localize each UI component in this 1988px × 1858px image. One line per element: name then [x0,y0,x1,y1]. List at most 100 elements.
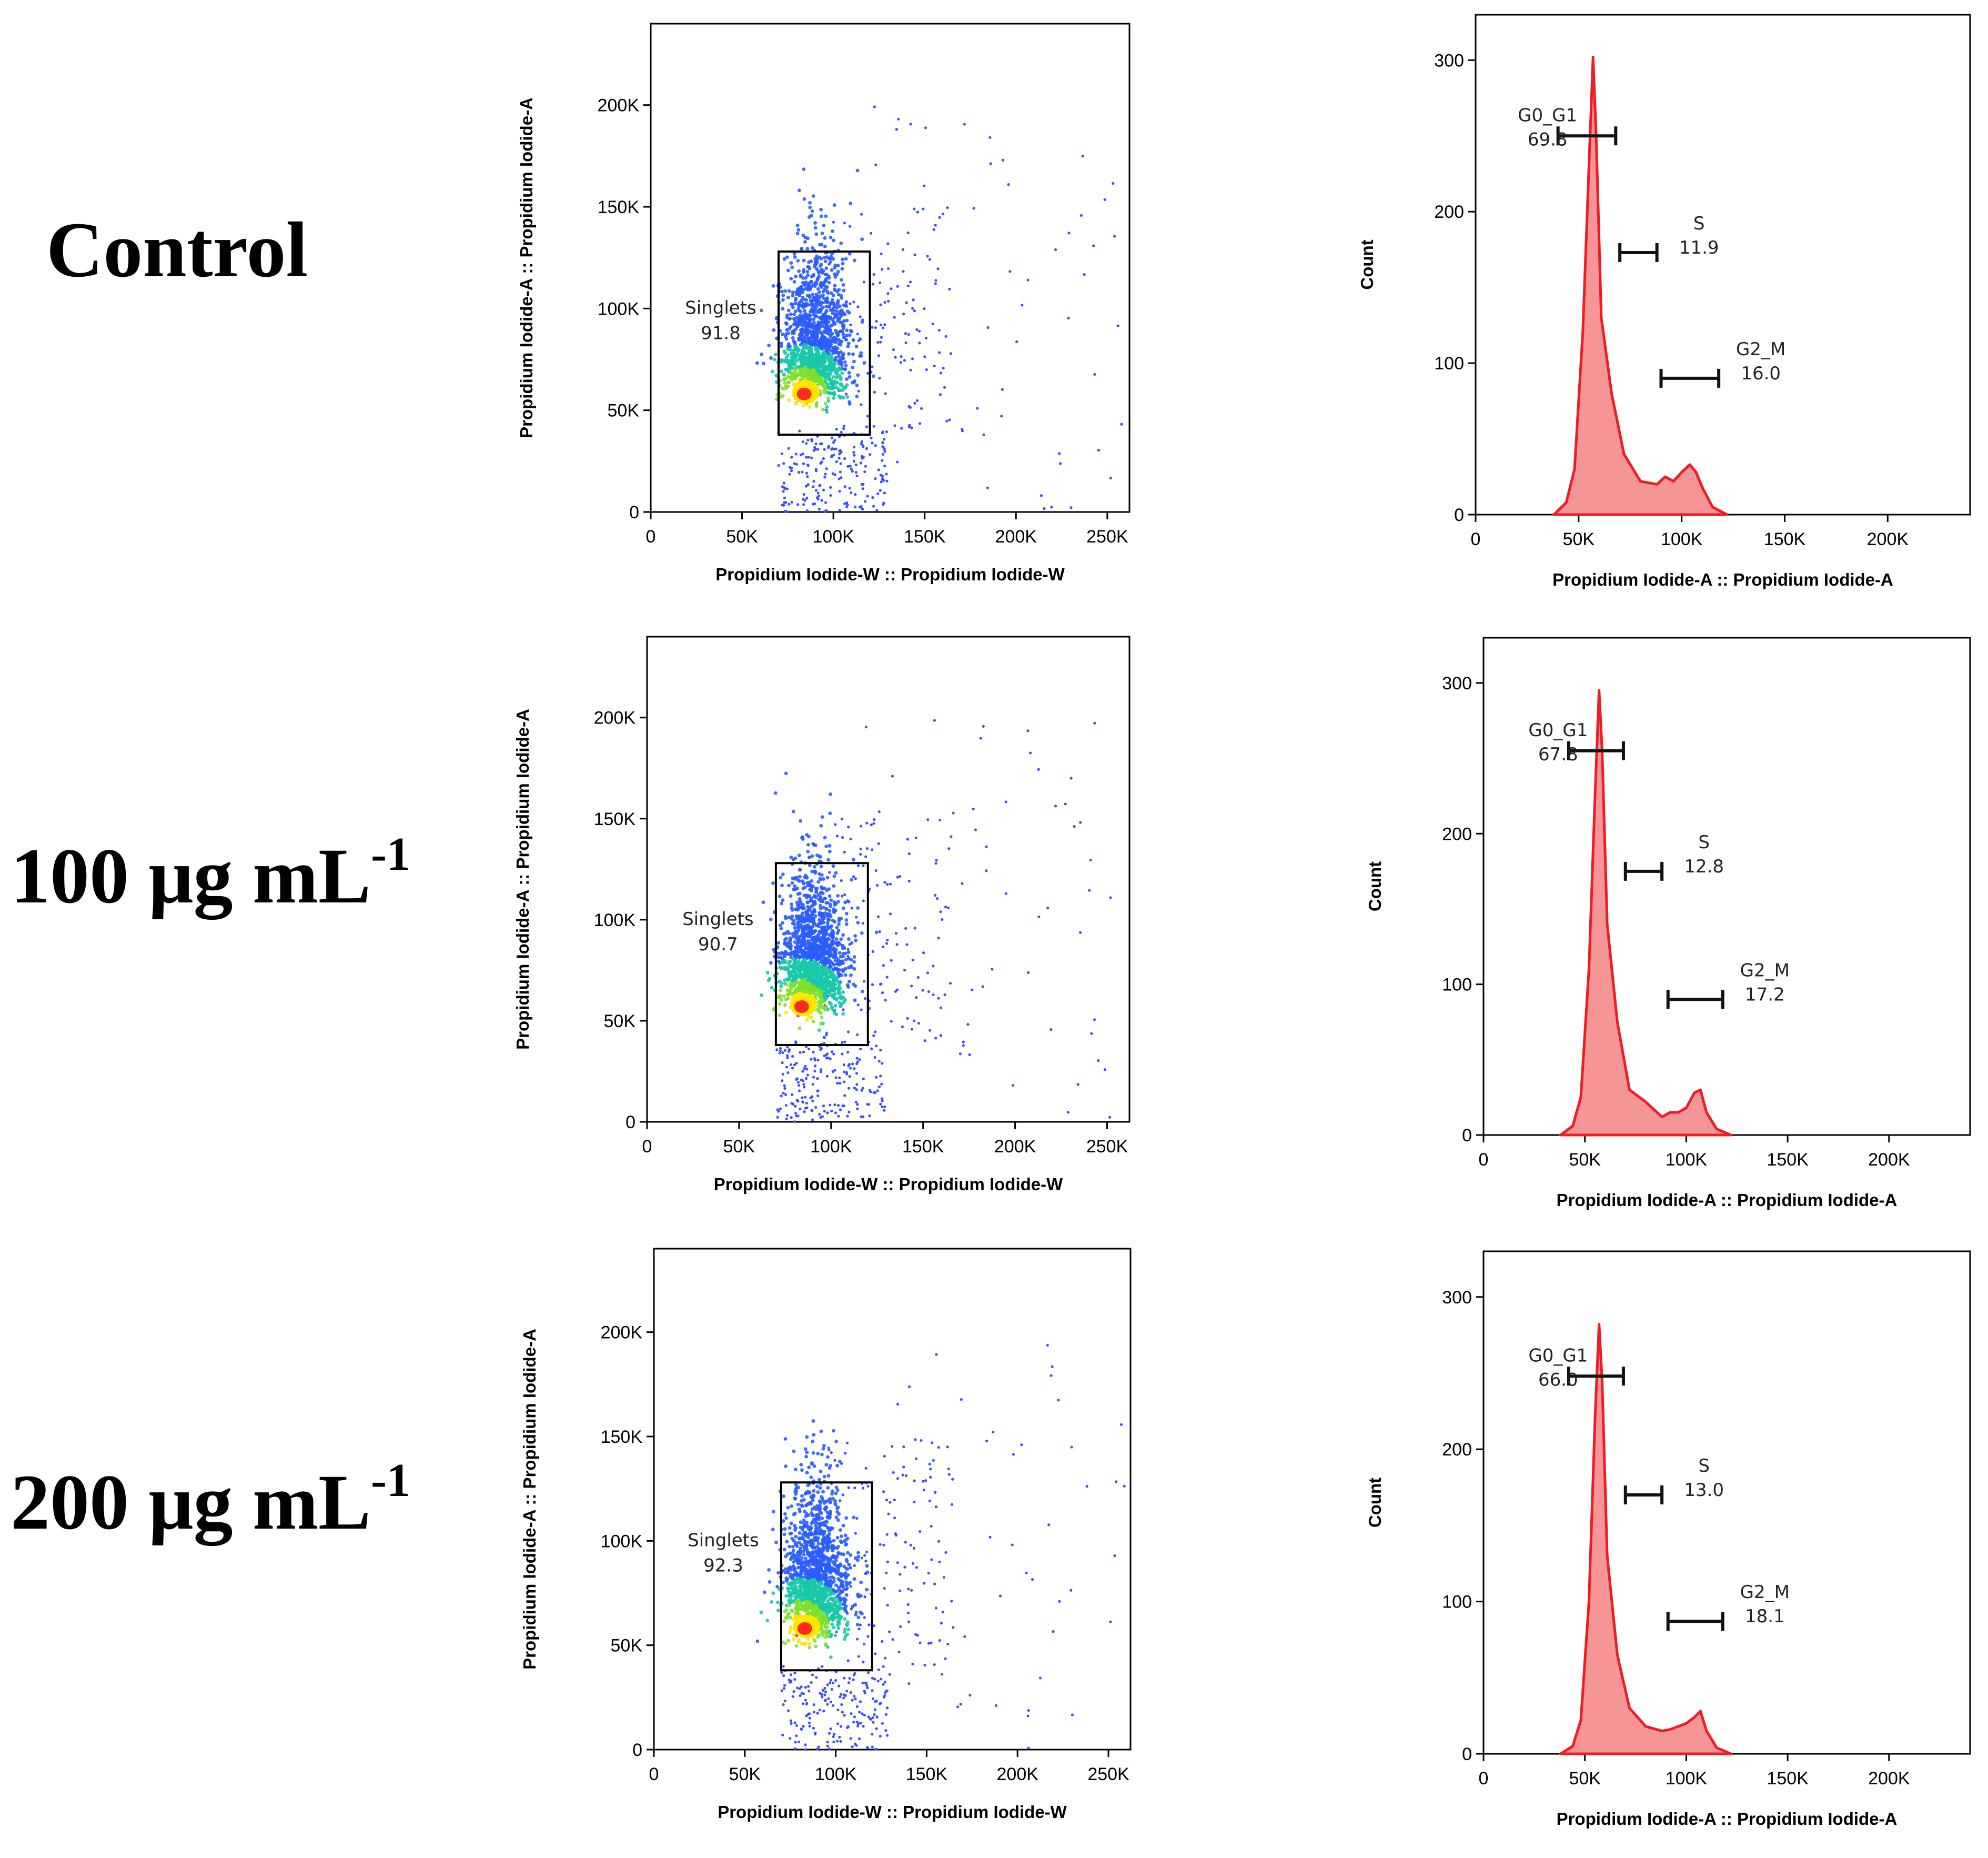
density-cloud [755,167,875,414]
density-dot [826,396,830,400]
event-dot [842,1104,845,1108]
event-dot [795,463,798,466]
density-dot [824,284,828,288]
event-dot [799,454,802,457]
event-dot [871,983,874,986]
event-dot [825,509,828,512]
event-dot [803,1110,806,1113]
event-dot [833,1103,836,1107]
event-dot [941,1611,944,1614]
event-dot [922,1489,926,1492]
density-dot [823,929,827,933]
density-dot [820,1005,824,1009]
event-dot [834,1679,837,1682]
density-dot [836,1505,840,1510]
event-dot [846,1659,850,1662]
density-dot [837,351,841,355]
event-dot [860,403,863,406]
event-dot [1026,1714,1030,1718]
event-dot [821,1689,824,1692]
x-tick-label: 200K [1868,1150,1910,1170]
density-dot [830,298,834,302]
event-dot [881,453,885,456]
event-dot [816,491,820,495]
event-dot [907,1682,911,1685]
event-dot [849,302,852,305]
density-dot [796,937,800,941]
event-dot [1069,777,1073,780]
event-dot [843,850,846,854]
event-dot [924,337,928,340]
density-dot [829,905,833,908]
event-dot [911,1662,914,1665]
density-dot [829,369,833,373]
density-dot [827,955,831,959]
density-dot [823,236,827,240]
density-dot [798,950,802,954]
event-dot [870,1047,873,1050]
event-dot [852,459,855,463]
density-dot [828,894,832,898]
event-dot [857,1737,861,1740]
density-dot [780,967,783,970]
event-dot [783,1087,786,1090]
event-dot [810,1681,813,1684]
density-dot [795,223,800,227]
density-dot [841,906,845,910]
density-dot [787,883,791,888]
phase-value: 16.0 [1741,363,1781,384]
event-dot [875,1727,878,1730]
density-dot [818,877,822,881]
event-dot [854,1610,858,1613]
density-dot [822,357,826,361]
event-dot [905,943,909,946]
event-dot [956,1705,960,1709]
density-dot [794,933,798,938]
event-dot [895,128,898,131]
x-tick-label: 100K [1661,529,1703,549]
x-tick-label: 0 [649,1764,659,1784]
density-dot [811,1019,815,1023]
density-dot [787,915,791,919]
event-dot [892,348,895,351]
event-dot [943,993,946,997]
event-dot [944,906,947,909]
density-dot [836,337,841,342]
event-dot [837,1104,840,1107]
event-dot [1113,1554,1116,1558]
event-dot [927,1572,930,1575]
density-dot [832,963,836,967]
density-dot [837,354,841,358]
density-dot [832,345,835,349]
density-dot [831,864,835,868]
event-dot [874,477,877,480]
density-dot [771,284,775,288]
event-dot [782,504,785,507]
density-dot [832,983,836,988]
event-dot [886,883,889,886]
event-dot [838,1735,841,1739]
density-dot [844,918,849,922]
event-dot [871,1733,874,1736]
event-dot [849,465,852,468]
event-dot [875,1045,878,1048]
density-dot [820,317,824,322]
event-dot [791,1093,794,1096]
event-dot [785,1066,789,1069]
event-dot [820,499,823,502]
density-dot [841,933,845,937]
density-dot [795,359,799,363]
density-dot [832,365,836,369]
density-dot [874,930,879,935]
event-dot [855,1517,859,1520]
event-dot [855,1705,859,1708]
event-dot [833,959,836,962]
density-dot [789,1615,792,1620]
event-dot [988,136,992,139]
event-dot [812,1076,815,1079]
density-dot [785,322,789,326]
event-dot [972,207,975,210]
density-dot [793,983,797,988]
density-dot [798,914,802,918]
event-dot [782,1674,785,1678]
